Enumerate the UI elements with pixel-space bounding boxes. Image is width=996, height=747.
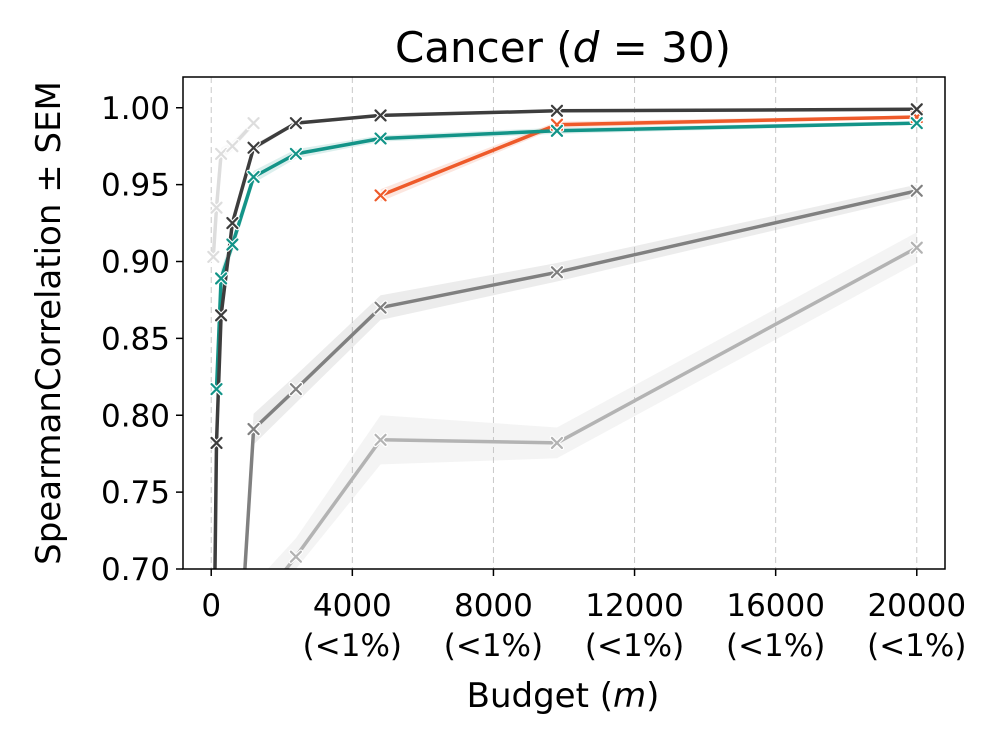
data-point-very-light	[209, 200, 224, 215]
data-point-gray-light	[909, 240, 925, 255]
data-point-dark	[373, 108, 388, 123]
y-tick-label: 0.70	[101, 552, 170, 588]
series-markers	[206, 102, 925, 605]
data-point-gray-mid	[246, 421, 261, 437]
y-tick-label: 0.75	[101, 475, 170, 511]
x-tick-sublabel: (<1%)	[444, 628, 543, 664]
data-point-dark	[288, 115, 304, 131]
data-point-dark	[909, 102, 925, 117]
plot-frame	[182, 76, 946, 570]
data-point-gray-light	[549, 435, 565, 451]
x-tick-label: 0	[201, 588, 221, 624]
data-point-very-light	[206, 249, 221, 265]
data-point-teal	[909, 115, 925, 131]
y-axis: 0.70 0.75 0.80 0.85 0.90 0.95 1.00	[101, 91, 183, 588]
data-point-dark	[549, 103, 565, 119]
x-tick-label: 4000	[313, 588, 392, 624]
y-tick-label: 1.00	[101, 91, 170, 127]
data-point-teal	[246, 169, 261, 185]
x-axis-title: Budget (m)	[467, 676, 660, 716]
data-point-gray-mid	[909, 183, 925, 199]
sem-band-gray-light	[267, 232, 917, 569]
x-tick-label: 16000	[726, 588, 825, 624]
data-point-very-light	[213, 146, 229, 162]
data-point-gray-light	[373, 432, 388, 448]
y-tick-label: 0.90	[101, 245, 170, 281]
data-point-gray-mid	[238, 595, 248, 605]
series-line-gray-mid	[243, 189, 919, 569]
sem-band-gray-mid	[243, 184, 917, 569]
data-point-very-light	[246, 115, 261, 131]
data-point-orange	[373, 188, 388, 203]
data-point-teal	[209, 381, 224, 397]
data-point-dark	[225, 215, 240, 231]
data-point-dark	[246, 140, 261, 155]
data-point-very-light	[225, 138, 240, 154]
data-point-teal	[225, 237, 240, 252]
data-point-teal	[373, 131, 388, 146]
data-point-teal	[288, 146, 304, 162]
x-tick-label: 12000	[585, 588, 684, 624]
data-point-gray-light	[288, 549, 304, 564]
data-point-gray-mid	[549, 265, 565, 280]
x-tick-sublabel: (<1%)	[585, 628, 684, 664]
x-axis: 0 4000 (<1%) 8000 (<1%) 12000 (<1%) 16000 (<1%) 2…	[201, 569, 966, 664]
data-point-gray-mid	[288, 381, 304, 397]
data-point-gray-mid	[373, 300, 388, 315]
x-tick-label: 20000	[867, 588, 966, 624]
data-point-teal	[549, 123, 565, 139]
x-tick-sublabel: (<1%)	[303, 628, 402, 664]
x-tick-label: 8000	[454, 588, 533, 624]
y-tick-label: 0.95	[101, 168, 170, 204]
data-point-teal	[213, 271, 229, 286]
x-tick-sublabel: (<1%)	[726, 628, 825, 664]
data-point-dark	[213, 308, 229, 323]
y-tick-label: 0.80	[101, 398, 170, 434]
data-point-dark	[209, 435, 224, 451]
x-tick-sublabel: (<1%)	[867, 628, 966, 664]
y-tick-label: 0.85	[101, 321, 170, 357]
sem-bands	[213, 107, 917, 569]
series-line-teal	[214, 121, 919, 391]
chart-title: Cancer (d = 30)	[395, 23, 731, 72]
y-axis-title: SpearmanCorrelation ± SEM	[29, 81, 69, 565]
data-point-gray-light	[263, 587, 273, 597]
sem-band-dark	[214, 107, 917, 569]
